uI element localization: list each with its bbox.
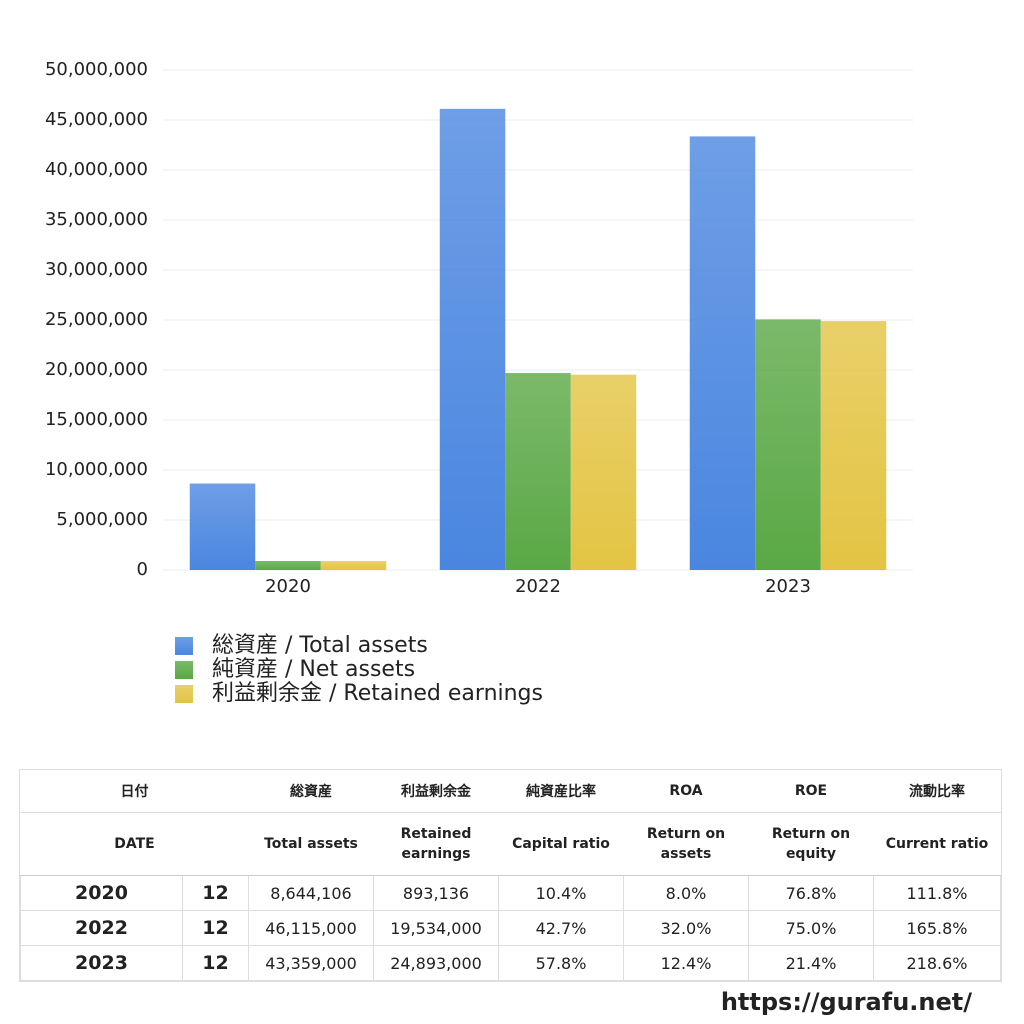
legend-swatch [175, 661, 193, 679]
table-cell: 19,534,000 [373, 910, 499, 946]
data-table: 日付 総資産 利益剰余金 純資産比率 ROA ROE 流動比率 DATE Total asse… [19, 769, 1002, 982]
table-cell: 111.8% [873, 875, 1001, 911]
bar [439, 108, 506, 570]
bar [189, 483, 256, 570]
bar [505, 373, 571, 570]
table-row: 2022 12 46,115,000 19,534,000 42.7% 32.0% 75.0… [20, 910, 1001, 946]
table-cell: 75.0% [748, 910, 874, 946]
legend-item: 純資産 / Net assets [175, 658, 543, 682]
y-tick-label: 15,000,000 [45, 409, 148, 430]
footer-url: https://gurafu.net/ [720, 988, 972, 1016]
table-cell: 8.0% [623, 875, 749, 911]
header-row: 日付 総資産 利益剰余金 純資産比率 ROA ROE 流動比率 [20, 770, 1001, 813]
table-cell: 57.8% [498, 945, 624, 981]
table-row: 2023 12 43,359,000 24,893,000 57.8% 12.4% 21.4… [20, 945, 1001, 981]
column-header: DATE [20, 812, 249, 876]
legend-label: 利益剰余金 / Retained earnings [212, 681, 543, 706]
bar [255, 561, 321, 570]
column-header: Capital ratio [498, 812, 624, 876]
column-header: Retained earnings [373, 812, 499, 876]
legend-swatch [175, 685, 193, 703]
legend-swatch [175, 637, 193, 655]
column-header: 流動比率 [873, 770, 1001, 813]
month-cell: 12 [182, 945, 249, 981]
table-row: 2020 12 8,644,106 893,136 10.4% 8.0% 76.8% 111.… [20, 875, 1001, 911]
year-cell: 2023 [20, 945, 183, 981]
year-cell: 2022 [20, 910, 183, 946]
y-tick-label: 35,000,000 [45, 209, 148, 230]
legend-item: 利益剰余金 / Retained earnings [175, 682, 543, 706]
header-row: DATE Total assets Retained earnings Capital… [20, 812, 1001, 876]
bar [689, 136, 756, 570]
table-cell: 24,893,000 [373, 945, 499, 981]
column-header: ROA [623, 770, 749, 813]
table-cell: 893,136 [373, 875, 499, 911]
column-header: 利益剰余金 [373, 770, 499, 813]
table-cell: 218.6% [873, 945, 1001, 981]
column-header: Return on assets [623, 812, 749, 876]
y-tick-label: 45,000,000 [45, 109, 148, 130]
y-tick-label: 20,000,000 [45, 359, 148, 380]
y-tick-label: 0 [137, 559, 148, 580]
legend: 総資産 / Total assets 純資産 / Net assets 利益剰余金 … [175, 634, 543, 706]
table-cell: 10.4% [498, 875, 624, 911]
table-cell: 42.7% [498, 910, 624, 946]
year-cell: 2020 [20, 875, 183, 911]
legend-label: 純資産 / Net assets [212, 657, 416, 682]
table-cell: 43,359,000 [248, 945, 374, 981]
y-tick-label: 30,000,000 [45, 259, 148, 280]
month-cell: 12 [182, 910, 249, 946]
y-tick-label: 40,000,000 [45, 159, 148, 180]
legend-label: 総資産 / Total assets [212, 633, 428, 658]
y-tick-label: 10,000,000 [45, 459, 148, 480]
column-header: Current ratio [873, 812, 1001, 876]
chart: 0 5,000,000 10,000,000 15,000,000 20,000,000… [45, 59, 913, 597]
x-tick-label: 2023 [765, 576, 811, 597]
table-cell: 165.8% [873, 910, 1001, 946]
table-cell: 32.0% [623, 910, 749, 946]
legend-item: 総資産 / Total assets [175, 634, 543, 658]
column-header: Total assets [248, 812, 374, 876]
bar [820, 321, 887, 570]
table-cell: 76.8% [748, 875, 874, 911]
column-header: ROE [748, 770, 874, 813]
table-cell: 12.4% [623, 945, 749, 981]
table-cell: 8,644,106 [248, 875, 374, 911]
y-tick-label: 5,000,000 [56, 509, 148, 530]
bar [755, 319, 821, 570]
column-header: 日付 [20, 770, 249, 813]
x-tick-label: 2022 [515, 576, 561, 597]
bar [320, 561, 387, 570]
y-tick-label: 25,000,000 [45, 309, 148, 330]
column-header: Return on equity [748, 812, 874, 876]
month-cell: 12 [182, 875, 249, 911]
column-header: 総資産 [248, 770, 374, 813]
x-tick-label: 2020 [265, 576, 311, 597]
y-tick-label: 50,000,000 [45, 59, 148, 80]
bar [570, 374, 637, 570]
table-cell: 46,115,000 [248, 910, 374, 946]
table-cell: 21.4% [748, 945, 874, 981]
column-header: 純資産比率 [498, 770, 624, 813]
